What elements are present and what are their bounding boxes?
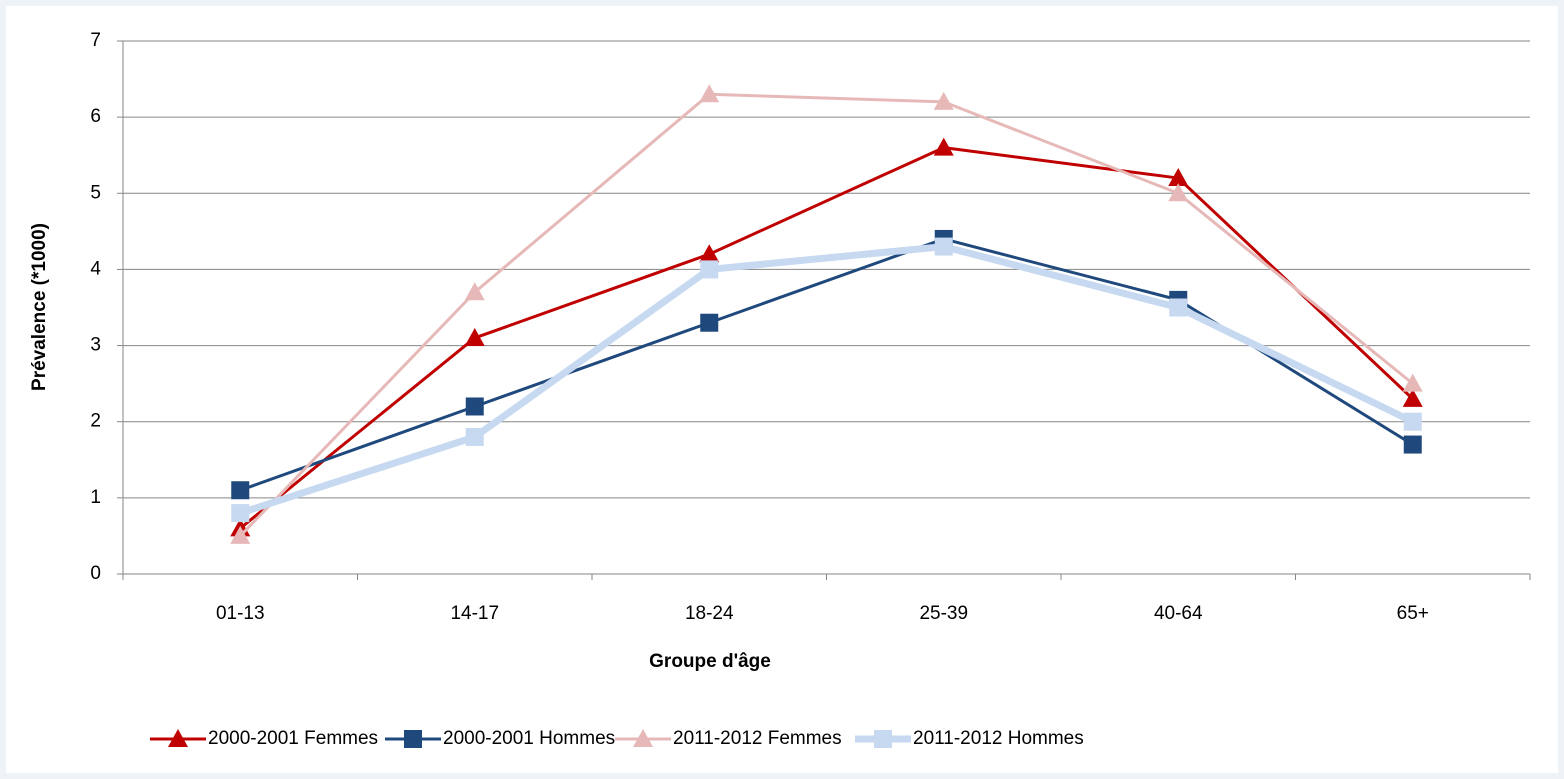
x-tick-label: 65+ (1397, 603, 1429, 624)
legend-marker (404, 730, 422, 748)
data-point (1402, 388, 1423, 407)
data-point (933, 91, 954, 110)
data-point (1403, 435, 1422, 454)
data-point (1168, 168, 1189, 187)
data-point (1168, 183, 1189, 202)
legend-label: 2011-2012 Hommes (913, 728, 1084, 749)
chart-area (6, 6, 1558, 773)
y-tick-label: 2 (90, 411, 101, 432)
data-point (1402, 373, 1423, 392)
data-point (231, 481, 250, 500)
data-point (1403, 412, 1422, 431)
data-point (700, 313, 719, 332)
data-point (933, 137, 954, 156)
y-tick-label: 5 (90, 182, 101, 203)
y-tick-label: 6 (90, 106, 101, 127)
y-tick-label: 0 (90, 563, 101, 584)
x-axis-title: Groupe d'âge (649, 651, 771, 672)
legend-label: 2011-2012 Femmes (673, 728, 842, 749)
data-point (464, 282, 485, 301)
data-point (465, 397, 484, 416)
y-axis-title: Prévalence (*1000) (29, 223, 50, 391)
legend-marker (874, 730, 892, 748)
data-point (1169, 298, 1188, 317)
y-tick-label: 1 (90, 487, 101, 508)
x-tick-label: 40-64 (1154, 603, 1203, 624)
y-tick-label: 7 (90, 30, 101, 51)
data-point (934, 237, 953, 256)
data-point (700, 260, 719, 279)
legend-marker (168, 729, 188, 747)
x-tick-label: 01-13 (216, 603, 265, 624)
x-tick-label: 18-24 (685, 603, 734, 624)
series-line (239, 92, 1414, 537)
data-point (699, 244, 720, 263)
data-point (465, 427, 484, 446)
data-point (230, 525, 251, 544)
series-line (239, 243, 1415, 517)
y-tick-label: 4 (90, 258, 101, 279)
series-line (239, 146, 1414, 530)
legend-label: 2000-2001 Hommes (443, 728, 615, 749)
data-point (699, 84, 720, 103)
legend-marker (633, 729, 653, 747)
y-tick-label: 3 (90, 335, 101, 356)
data-point (464, 327, 485, 346)
x-tick-label: 14-17 (450, 603, 499, 624)
data-point (231, 504, 250, 523)
legend-label: 2000-2001 Femmes (208, 728, 378, 749)
x-tick-label: 25-39 (919, 603, 968, 624)
